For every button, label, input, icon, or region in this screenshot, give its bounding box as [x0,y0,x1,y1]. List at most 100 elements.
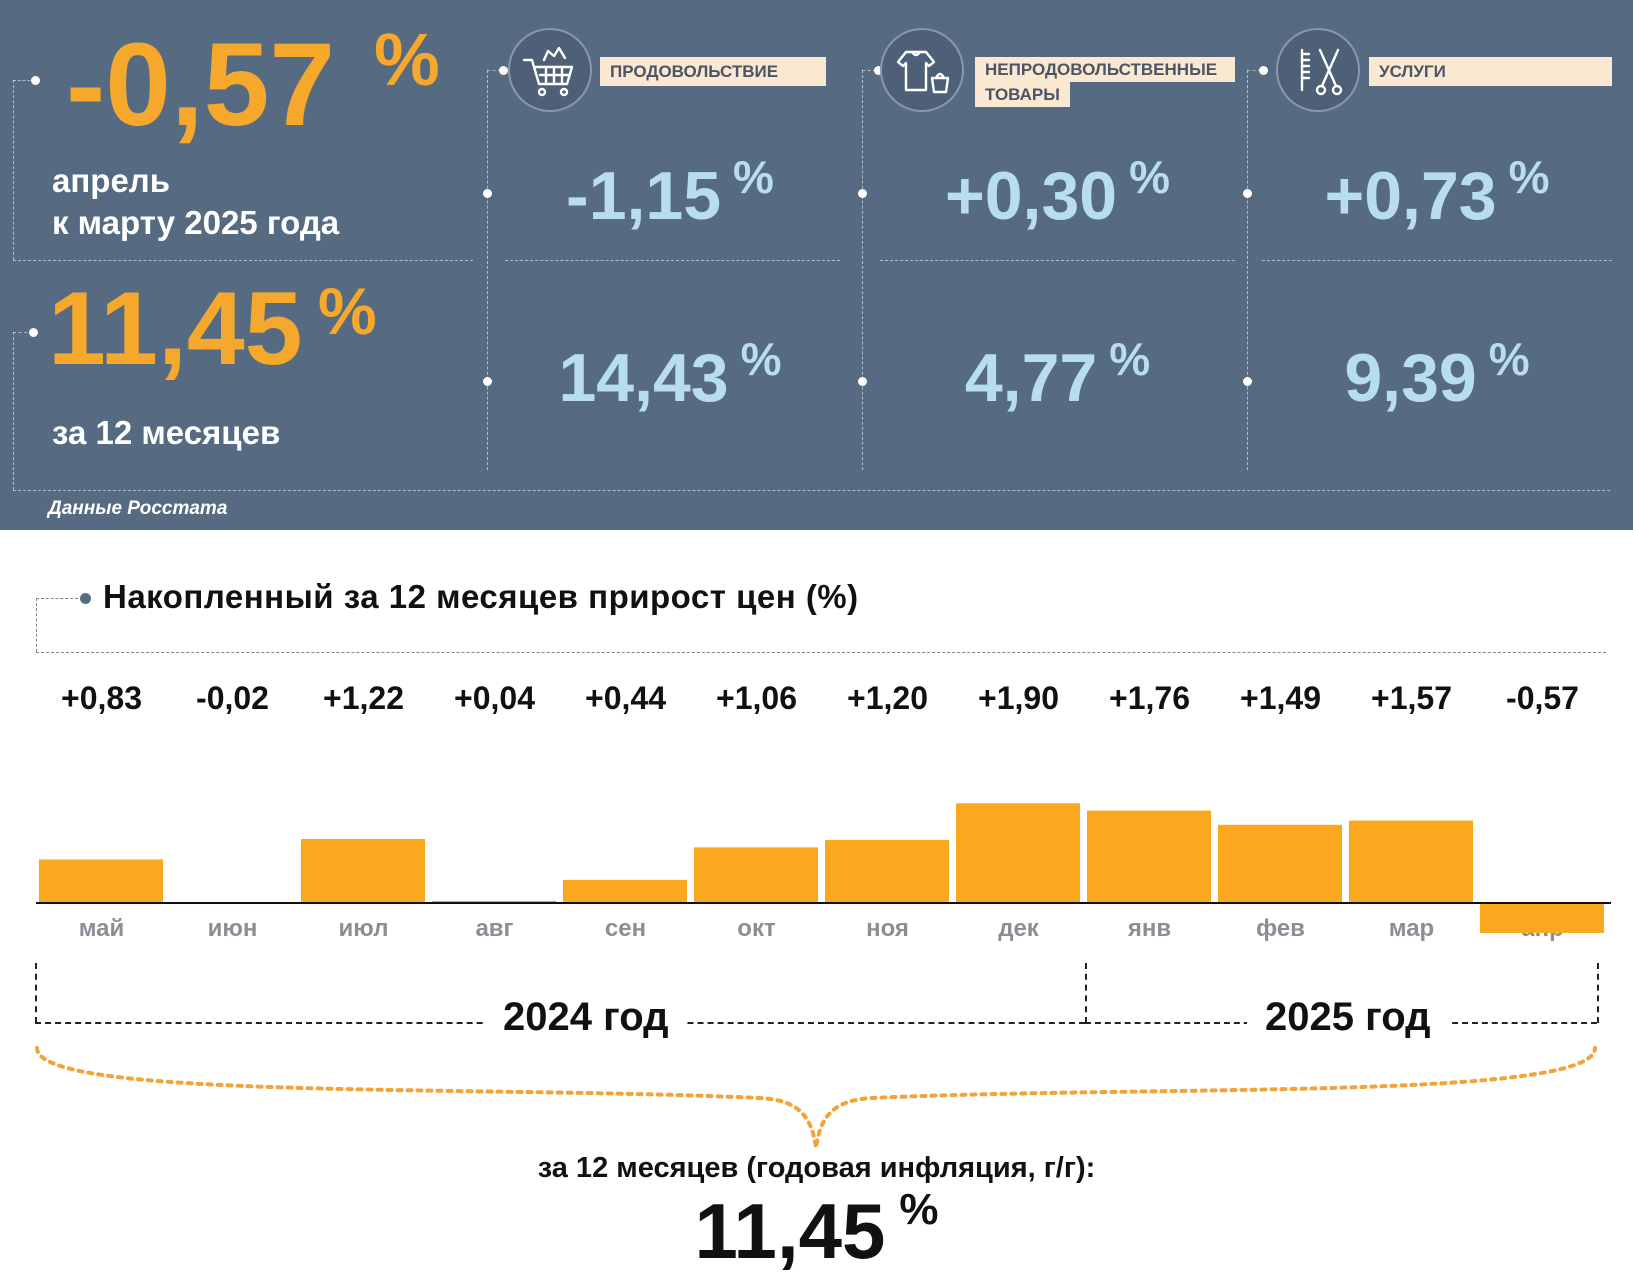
bar-июл [301,838,425,903]
value-number: 14,43 [558,340,729,416]
value-label: -0,57 [1506,680,1579,716]
divider [880,260,1235,261]
column-divider [862,70,863,470]
value-unit: % [740,333,782,385]
divider [505,260,840,261]
category-annual-value: 4,77% [880,332,1235,417]
title-leader [36,598,78,599]
value-label: +0,83 [61,680,142,716]
bullet-dot [874,66,883,75]
bullet-dot [1243,377,1252,386]
value-number: -1,15 [566,158,722,234]
bar-окт [694,847,818,903]
bar-янв [1087,810,1211,903]
bar-фев [1218,824,1342,903]
category-label-text: НЕПРОДОВОЛЬСТВЕННЫЕ [975,57,1235,82]
monthly-caption-line: апрель [52,162,171,199]
value-unit: % [733,151,774,203]
year-bracket [1597,963,1599,1023]
bar-мар [1349,820,1473,903]
month-tick-label: дек [998,915,1039,942]
year-bracket [35,963,37,1023]
category-monthly-value: -1,15% [500,150,840,235]
value-number: +0,30 [945,158,1118,234]
value-label: +0,44 [585,680,666,716]
summary-value: 11,45% [0,1185,1633,1277]
annual-value: 11,45 [48,271,303,387]
month-tick-label: июл [338,915,389,942]
bullet-dot [29,328,38,337]
category-monthly-value: +0,30% [880,150,1235,235]
monthly-caption: апрель к марту 2025 года [52,160,339,244]
category-monthly-value: +0,73% [1262,150,1612,235]
bullet-dot [1259,66,1268,75]
value-number: +0,73 [1324,158,1497,234]
value-label: +1,57 [1371,680,1452,716]
value-label: +0,04 [454,680,535,716]
bar-сен [563,879,687,903]
summary-unit: % [899,1185,939,1234]
year-bracket [1085,963,1087,1023]
value-unit: % [1109,333,1151,385]
year-label: 2024 год [485,995,687,1040]
chart-title: Накопленный за 12 месяцев прирост цен (%… [103,578,859,615]
column-tick [1247,70,1261,71]
value-unit: % [1488,333,1530,385]
value-number: 4,77 [964,340,1098,416]
category-label-text: ПРОДОВОЛЬСТВИЕ [610,62,779,81]
left-bracket [13,332,14,490]
column-divider [1247,70,1248,470]
value-label: +1,20 [847,680,928,716]
bullet-dot [1243,189,1252,198]
summary-number: 11,45 [694,1187,886,1275]
divider [13,490,1610,491]
value-label: +1,22 [323,680,404,716]
bar-авг [432,900,556,903]
shopping-cart-icon [508,28,592,112]
month-tick-label: окт [737,915,776,942]
value-number: 9,39 [1344,340,1477,416]
summary-panel: -0,57 % апрель к марту 2025 года 11,45 %… [0,0,1633,530]
bullet-dot [499,66,508,75]
title-leader [36,598,37,652]
left-bracket [13,80,35,81]
bullet-dot [483,189,492,198]
month-tick-label: июн [207,915,258,942]
category-label-text: УСЛУГИ [1379,62,1446,81]
year-label: 2025 год [1247,995,1449,1040]
bullet-dot [31,76,40,85]
column-tick [862,70,876,71]
left-bracket [13,332,33,333]
value-unit: % [1129,151,1170,203]
month-tick-label: мар [1388,915,1435,942]
category-label-text: ТОВАРЫ [975,82,1070,107]
month-tick-label: фев [1256,915,1305,942]
monthly-change-value: -0,57 [66,20,335,150]
month-tick-label: сен [604,915,647,942]
value-label: -0,02 [196,680,269,716]
bullet-dot [858,377,867,386]
source-note: Данные Росстата [48,498,228,519]
annual-unit: % [318,274,377,348]
category-label: ПРОДОВОЛЬСТВИЕ [600,57,826,86]
left-bracket [13,80,14,260]
monthly-change-number: -0,57 [66,19,335,151]
divider [1262,260,1612,261]
category-label: УСЛУГИ [1369,57,1612,86]
bar-ноя [825,840,949,903]
annual-caption: за 12 месяцев [52,414,281,451]
bar-дек [956,803,1080,903]
monthly-caption-line: к марту 2025 года [52,204,340,241]
monthly-change-unit: % [374,18,440,101]
bullet-dot [858,189,867,198]
clothes-bag-icon [880,28,964,112]
value-label: +1,76 [1109,680,1190,716]
column-tick [487,70,501,71]
month-tick-label: ноя [866,915,909,942]
month-tick-label: янв [1127,915,1172,942]
title-bullet [80,593,91,604]
divider [13,260,473,261]
category-annual-value: 14,43% [500,332,840,417]
